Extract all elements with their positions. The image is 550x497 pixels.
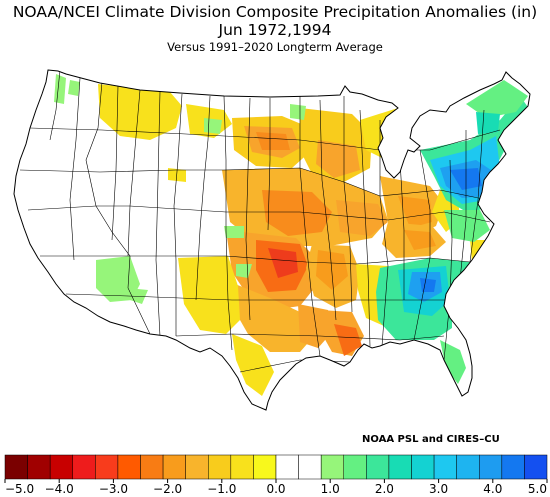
colorbar-cell (501, 454, 525, 480)
colorbar-cells (4, 454, 548, 480)
colorbar-cell (4, 454, 28, 480)
colorbar-cell (411, 454, 435, 480)
colorbar-cell (27, 454, 51, 480)
colorbar-cell (524, 454, 548, 480)
colorbar-cell (433, 454, 457, 480)
map-title: NOAA/NCEI Climate Division Composite Pre… (12, 3, 538, 21)
colorbar-cell (343, 454, 367, 480)
colorbar-tick-label: 2.0 (375, 482, 394, 496)
colorbar-cell (117, 454, 141, 480)
colorbar-tick-label: −4.0 (45, 482, 74, 496)
wet-anomaly-regions (96, 80, 530, 384)
credit-label: NOAA PSL and CIRES–CU (362, 434, 500, 445)
colorbar-ticks (4, 479, 548, 483)
climate-division-boundaries (19, 70, 501, 373)
map-baseline: Versus 1991–2020 Longterm Average (167, 40, 383, 54)
colorbar-tick-label: −5.0 (5, 482, 34, 496)
colorbar-cell (162, 454, 186, 480)
colorbar-tick-label: −2.0 (153, 482, 182, 496)
colorbar-cell (208, 454, 232, 480)
map-period: Jun 1972,1994 (218, 21, 332, 39)
colorbar-cell (479, 454, 503, 480)
colorbar-cell (320, 454, 344, 480)
colorbar-tick-label: −1.0 (207, 482, 236, 496)
colorbar-cell (95, 454, 119, 480)
us-climate-division-map (13, 69, 531, 411)
colorbar-cell (388, 454, 412, 480)
colorbar-cell (298, 454, 322, 480)
colorbar-cell (456, 454, 480, 480)
colorbar-tick-label: 3.0 (429, 482, 448, 496)
colorbar-tick-label: 1.0 (321, 482, 340, 496)
colorbar-cell (140, 454, 164, 480)
colorbar-tick-label: −3.0 (99, 482, 128, 496)
colorbar-cell (253, 454, 277, 480)
colorbar-tick-label: 5.0 (528, 482, 547, 496)
colorbar-cell (366, 454, 390, 480)
colorbar-tick-labels: −5.0 −4.0 −3.0 −2.0 −1.0 0.0 1.0 2.0 3.0 4.0 5.0 (5, 482, 547, 496)
colorbar-cell (230, 454, 254, 480)
colorbar-cell (185, 454, 209, 480)
colorbar-cell (49, 454, 74, 480)
colorbar-cell (275, 454, 299, 480)
colorbar-tick-label: 4.0 (483, 482, 502, 496)
colorbar-cell (72, 454, 96, 480)
colorbar-tick-label: 0.0 (266, 482, 285, 496)
